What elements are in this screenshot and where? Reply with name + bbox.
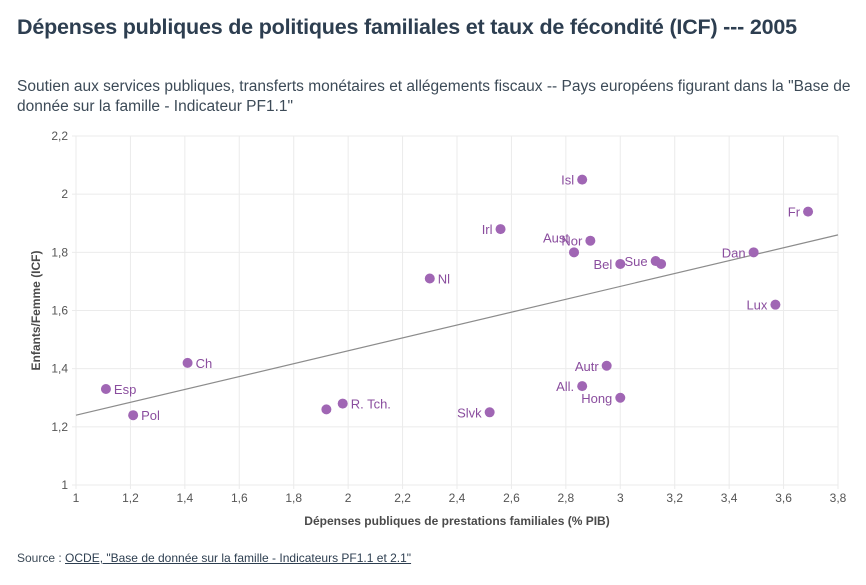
x-tick-label: 3,4 [721,491,738,505]
data-point[interactable] [424,273,435,284]
data-point[interactable] [585,235,596,246]
data-point-label: Esp [114,382,136,397]
y-axis-title: Enfants/Femme (ICF) [29,250,43,370]
data-point-label: Sue [625,254,648,269]
grid-lines [72,135,839,489]
x-tick-label: 1,6 [231,491,248,505]
x-axis-title: Dépenses publiques de prestations famili… [304,514,609,528]
data-point-label: R. Tch. [351,397,391,412]
data-point[interactable] [337,398,348,409]
x-tick-label: 2,8 [558,491,575,505]
data-point[interactable] [601,360,612,371]
x-tick-label: 3,8 [830,491,847,505]
data-point-label: Ch [196,356,213,371]
data-point[interactable] [484,407,495,418]
x-tick-label: 2,6 [503,491,520,505]
data-point-label: Isl [561,173,574,188]
data-point-label: Slvk [457,405,482,420]
data-point[interactable] [321,404,332,415]
data-point-label: Hong [581,391,612,406]
data-point[interactable] [615,392,626,403]
data-point-label: Dan [722,245,746,260]
data-point-label: Irl [482,222,493,237]
data-point[interactable] [748,247,759,258]
x-tick-label: 3 [617,491,624,505]
data-point-label: Autr [575,359,600,374]
y-tick-label: 2,2 [51,129,68,143]
y-tick-label: 1,8 [51,245,68,259]
chart-title: Dépenses publiques de politiques familia… [17,15,797,39]
data-point[interactable] [182,357,193,368]
data-point-label: Pol [141,408,160,423]
x-tick-label: 3,6 [775,491,792,505]
data-point[interactable] [615,258,626,269]
y-tick-label: 1 [61,478,68,492]
data-point[interactable] [128,410,139,421]
source-link[interactable]: OCDE, "Base de donnée sur la famille - I… [65,551,412,565]
y-tick-label: 2 [61,187,68,201]
data-point-label: Bel [593,257,612,272]
y-tick-label: 1,4 [51,362,68,376]
x-tick-label: 1,4 [177,491,194,505]
data-point[interactable] [495,224,506,235]
x-tick-label: 2,4 [449,491,466,505]
data-point[interactable] [770,299,781,310]
data-point[interactable] [803,206,814,217]
data-point[interactable] [569,247,580,258]
data-point-label: Aust [543,230,569,245]
data-point-label: Fr [788,205,801,220]
data-point[interactable] [100,384,111,395]
trendline [75,234,839,416]
data-point[interactable] [577,174,588,185]
data-point-label: All. [556,379,574,394]
x-tick-label: 2,2 [394,491,411,505]
source-prefix: Source : [17,551,66,565]
x-tick-label: 1,8 [285,491,302,505]
chart-subtitle: Soutien aux services publiques, transfer… [17,78,851,115]
y-tick-label: 1,6 [51,304,68,318]
data-point-label: Nl [438,272,450,287]
x-axis-ticks: 1 1,2 1,4 1,6 1,8 2 2,2 2,4 2,6 2,8 3 3,2 3,4 3,6 3,8 [73,491,847,505]
data-point-label: Lux [746,298,767,313]
data-point[interactable] [577,381,588,392]
x-tick-label: 3,2 [666,491,683,505]
x-tick-label: 1 [73,491,80,505]
y-tick-label: 1,2 [51,420,68,434]
x-tick-label: 2 [345,491,352,505]
x-tick-label: 1,2 [122,491,139,505]
source-note: Source : OCDE, "Base de donnée sur la fa… [17,551,411,565]
y-axis-ticks: 1 1,2 1,4 1,6 1,8 2 2,2 [51,129,68,492]
data-point-label: Nor [561,234,583,249]
data-point[interactable] [656,258,667,269]
